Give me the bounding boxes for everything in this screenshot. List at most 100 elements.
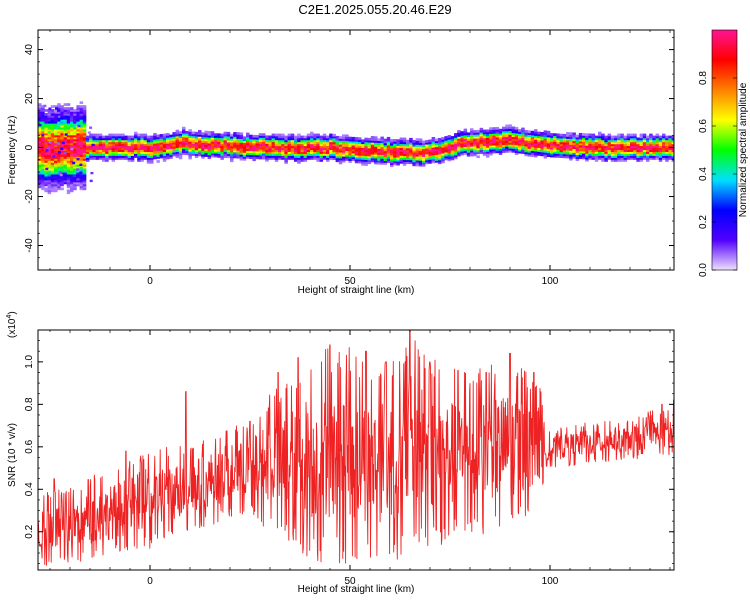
spectrogram-cell: [390, 162, 394, 166]
spectrogram-cell: [38, 113, 42, 116]
spectrogram-cell: [287, 143, 292, 147]
spectrogram-cell: [406, 153, 410, 157]
spectrogram-cell: [543, 136, 548, 139]
spectrogram-cell: [41, 148, 45, 151]
spectrogram-cell: [294, 143, 298, 147]
spectrogram-cell: [655, 147, 660, 150]
spectrogram-cell: [60, 105, 64, 108]
spectrogram-cell: [598, 133, 602, 137]
spectrogram-cell: [415, 142, 420, 145]
spectrogram-cell: [87, 131, 91, 134]
spectrogram-cell: [479, 133, 484, 137]
spectrogram-cell: [354, 152, 359, 156]
spectrogram-cell: [124, 143, 128, 147]
spectrogram-cell: [57, 122, 61, 126]
spectrogram-ytick-label: 20: [24, 93, 35, 105]
spectrogram-cell: [166, 139, 170, 142]
spectrogram-cell: [233, 147, 237, 151]
spectrogram-cell: [649, 133, 653, 137]
spectrogram-cell: [44, 134, 48, 138]
spectrogram-cell: [604, 157, 608, 160]
spectrogram-cell: [527, 150, 532, 153]
spectrogram-cell: [214, 139, 218, 142]
spectrogram-cell: [390, 152, 394, 156]
spectrogram-cell: [278, 135, 282, 139]
spectrogram-cell: [159, 153, 164, 157]
spectrogram-cell: [226, 155, 231, 159]
spectrogram-cell: [361, 163, 365, 166]
spectrogram-cell: [198, 153, 202, 157]
spectrogram-cell: [143, 157, 148, 160]
spectrogram-cell: [92, 153, 96, 156]
spectrogram-cell: [303, 153, 308, 156]
spectrogram-cell: [466, 146, 471, 149]
spectrogram-cell: [162, 141, 167, 145]
spectrogram-cell: [578, 142, 583, 146]
spectrogram-cell: [463, 136, 468, 140]
spectrogram-cell: [114, 139, 119, 143]
spectrogram-cell: [73, 152, 77, 155]
spectrogram-cell: [399, 143, 404, 146]
spectrogram-cell: [76, 146, 80, 150]
spectrogram-cell: [44, 142, 48, 146]
spectrogram-cell: [508, 145, 512, 149]
spectrogram-cell: [268, 153, 272, 156]
spectrogram-cell: [204, 144, 208, 148]
spectrogram-cell: [658, 157, 663, 160]
spectrogram-cell: [217, 151, 221, 154]
spectrogram-cell: [50, 162, 55, 165]
spectrogram-cell: [66, 126, 71, 130]
spectrogram-cell: [63, 128, 68, 132]
spectrogram-cell: [633, 151, 637, 154]
spectrogram-cell: [127, 143, 132, 147]
spectrogram-cell: [214, 143, 218, 146]
spectrogram-cell: [57, 175, 61, 179]
spectrogram-cell: [444, 141, 448, 145]
spectrogram-cell: [652, 151, 656, 154]
spectrogram-cell: [588, 153, 592, 156]
spectrogram-cell: [66, 167, 71, 171]
spectrogram-cell: [92, 133, 96, 137]
spectrogram-cell: [588, 137, 592, 141]
spectrogram-cell: [86, 145, 90, 149]
spectrogram-cell: [57, 138, 61, 142]
spectrogram-cell: [652, 145, 656, 149]
spectrogram-cell: [463, 130, 468, 134]
spectrogram-cell: [82, 152, 87, 155]
spectrogram-cell: [351, 150, 356, 154]
spectrogram-cell: [73, 167, 77, 171]
spectrogram-cell: [284, 145, 288, 149]
spectrogram-cell: [82, 105, 87, 108]
spectrogram-cell: [76, 169, 80, 173]
spectrogram-cell: [588, 145, 592, 148]
spectrogram-cell: [514, 130, 519, 134]
spectrogram-cell: [505, 140, 509, 143]
spectrogram-cell: [146, 143, 151, 147]
spectrogram-cell: [511, 130, 516, 134]
spectrogram-cell: [290, 153, 295, 156]
spectrogram-cell: [527, 134, 532, 137]
spectrogram-cell: [358, 158, 362, 162]
spectrogram-cell: [137, 145, 141, 149]
spectrogram-cell: [313, 137, 317, 141]
spectrogram-cell: [54, 154, 58, 157]
spectrogram-cell: [441, 158, 445, 162]
spectrogram-cell: [70, 128, 74, 132]
spectrogram-cell: [345, 154, 349, 157]
spectrogram-cell: [441, 142, 445, 146]
spectrogram-cell: [649, 147, 653, 150]
spectrogram-cell: [249, 156, 253, 159]
spectrogram-cell: [95, 133, 100, 137]
spectrogram-cell: [303, 151, 308, 154]
spectrogram-cell: [300, 147, 304, 150]
spectrogram-cell: [92, 139, 96, 143]
spectrogram-cell: [294, 159, 298, 162]
spectrogram-cell: [374, 142, 378, 145]
spectrogram-cell: [607, 145, 612, 149]
spectrogram-cell: [546, 142, 551, 146]
spectrogram-cell: [588, 155, 592, 158]
spectrogram-cell: [134, 141, 138, 145]
spectrogram-cell: [188, 152, 192, 156]
spectrogram-cell: [41, 167, 45, 171]
spectrogram-cell: [246, 140, 250, 144]
